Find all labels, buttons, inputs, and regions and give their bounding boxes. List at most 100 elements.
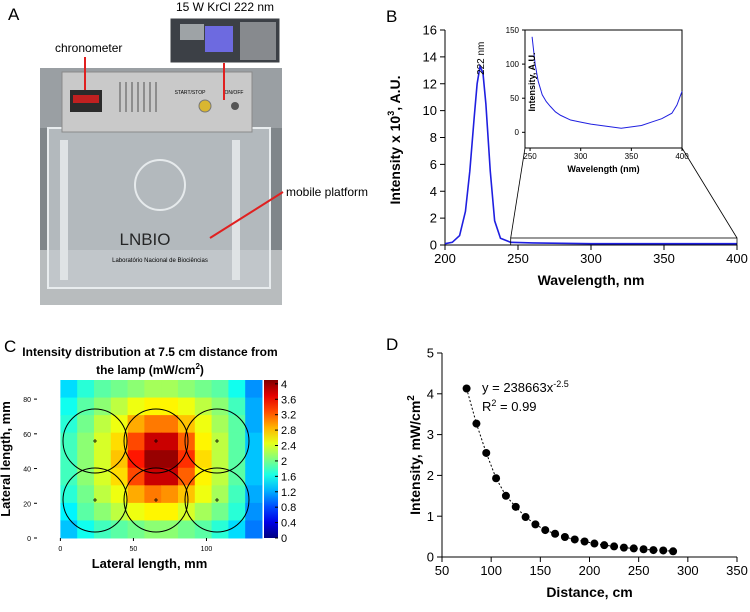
label-part: the lamp (mW/cm [96, 363, 195, 377]
x-axis-label: Wavelength, nm [538, 272, 645, 288]
heat-cell [127, 380, 145, 399]
label-part: ) [200, 363, 204, 377]
zoom-connector [681, 147, 738, 239]
heat-cell [144, 502, 162, 521]
heat-cell [228, 397, 246, 416]
heat-cell [144, 485, 162, 504]
heat-cell [127, 432, 145, 451]
y-tick-label: 3 [427, 427, 434, 442]
heat-cell [144, 467, 162, 486]
heat-cell [177, 380, 196, 399]
heat-cell [93, 520, 112, 539]
heat-cell [93, 397, 112, 416]
colorbar-tick-label: 2 [281, 456, 287, 468]
photo: START/STOP ON/OFF LNBIO Laboratório Naci… [40, 17, 284, 305]
y-tick-label: 60 [23, 432, 31, 439]
lamp-center [215, 439, 219, 443]
heat-cell [228, 415, 246, 434]
heat-cell [77, 397, 95, 416]
heat-cell [127, 485, 145, 504]
x-tick-label: 100 [480, 563, 502, 578]
heat-cell [144, 520, 162, 539]
heat-cell [60, 415, 78, 434]
heat-cell [127, 450, 145, 469]
point [462, 384, 471, 393]
spectrum-line [444, 63, 737, 245]
point [600, 541, 609, 550]
heat-cell [177, 432, 196, 451]
y-tick-label: 5 [427, 346, 434, 361]
heat-cell [144, 397, 162, 416]
point [551, 529, 560, 538]
point [492, 474, 501, 483]
y-axis-label: Intensity x 103, A.U. [386, 76, 403, 205]
label-part: Intensity x 10 [387, 116, 403, 205]
x-axis-label: Lateral length, mm [92, 556, 208, 571]
y-tick-label: 8 [430, 130, 437, 145]
photo-text: Laboratório Nacional de Biociências [112, 258, 208, 264]
heat-cell [228, 380, 246, 399]
y-tick-label: 2 [427, 468, 434, 483]
y-tick-label: 80 [23, 397, 31, 404]
x-tick-label: 200 [579, 563, 601, 578]
lamp-outline [62, 467, 128, 533]
heat-cell [194, 450, 213, 469]
heat-cell [211, 397, 229, 416]
heat-cell [228, 485, 246, 504]
heat-cell [77, 502, 95, 521]
heat-cell [127, 520, 145, 539]
photo-text: LNBIO [119, 230, 170, 249]
heat-cell [245, 485, 263, 504]
panel-label: D [386, 335, 398, 354]
y-tick-label: 100 [506, 60, 520, 69]
heat-cell [194, 502, 213, 521]
x-axis-label: Distance, cm [546, 584, 632, 600]
colorbar-tick-label: 3.2 [281, 410, 296, 422]
heat-cell [110, 415, 129, 434]
y-tick-label: 0 [430, 238, 437, 253]
heat-cell [194, 485, 213, 504]
heat-cell [144, 415, 162, 434]
lamp-outline [62, 408, 128, 474]
heat-cell [60, 380, 78, 399]
point [570, 535, 579, 544]
heat-cell [110, 467, 129, 486]
point [482, 448, 491, 457]
heat-cell [93, 415, 112, 434]
heat-cell [211, 485, 229, 504]
heat-cell [60, 467, 78, 486]
heat-cell [144, 450, 162, 469]
label-part: 2 [491, 398, 496, 408]
annotation: R2 = 0.99 [482, 398, 537, 414]
heat-cell [110, 485, 129, 504]
heat-cell [161, 502, 179, 521]
photo-text: ON/OFF [225, 90, 244, 96]
point [659, 546, 668, 555]
heat-cell [77, 380, 95, 399]
lamp-center [154, 498, 158, 502]
heat-cell [60, 432, 78, 451]
x-tick-label: 250 [507, 251, 529, 266]
x-tick-label: 250 [628, 563, 650, 578]
x-tick-label: 150 [529, 563, 551, 578]
panel-label: B [386, 7, 397, 26]
heat-cell [245, 380, 263, 399]
heat-cell [194, 397, 213, 416]
heat-cell [93, 467, 112, 486]
heat-cell [161, 485, 179, 504]
photo-text: START/STOP [175, 90, 207, 96]
lamp-outline [184, 408, 250, 474]
heat-cell [77, 467, 95, 486]
point [501, 491, 510, 500]
label-part: R [482, 399, 491, 414]
heat-cell [177, 520, 196, 539]
x-tick-label: 0 [58, 546, 62, 553]
heat-cell [245, 520, 263, 539]
chart-title: Intensity distribution at 7.5 cm distanc… [22, 345, 277, 359]
annotation: y = 238663x-2.5 [482, 379, 569, 395]
colorbar-tick-label: 0.4 [281, 518, 296, 530]
point [669, 547, 678, 556]
heat-cell [127, 397, 145, 416]
point [649, 546, 658, 555]
heat-cell [77, 450, 95, 469]
